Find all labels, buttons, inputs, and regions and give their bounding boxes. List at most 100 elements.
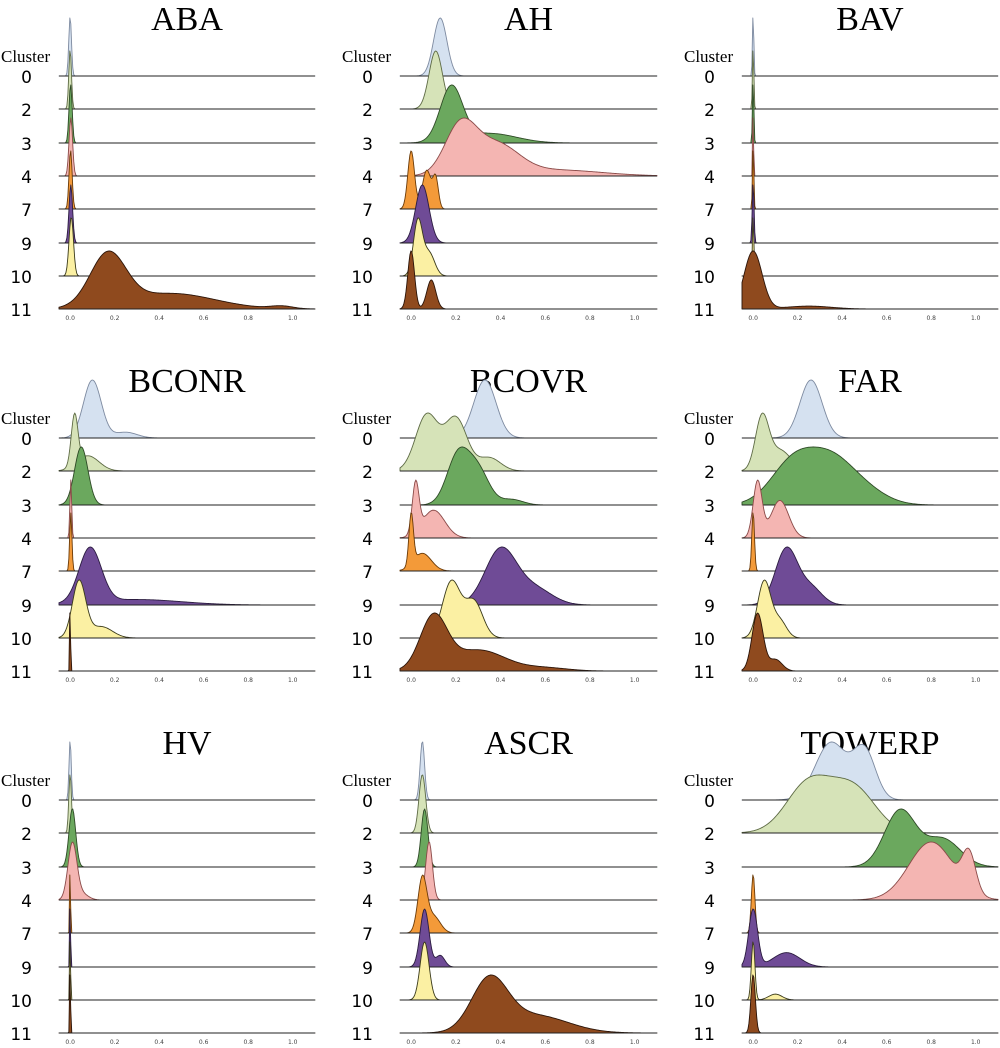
cluster-label-0: 0 xyxy=(704,68,715,88)
ridge-cluster-2 xyxy=(58,50,316,110)
ridge-cluster-11 xyxy=(399,974,658,1034)
ridge-cluster-10 xyxy=(399,941,658,1001)
cluster-header: Cluster xyxy=(342,409,391,428)
cluster-label-3: 3 xyxy=(704,859,715,879)
cluster-label-10: 10 xyxy=(693,268,715,288)
x-tick-label: 0.2 xyxy=(110,677,120,684)
cluster-label-7: 7 xyxy=(21,563,32,583)
x-tick-label: 0.6 xyxy=(882,677,892,684)
x-tick-label: 0.4 xyxy=(837,1039,847,1046)
cluster-label-7: 7 xyxy=(362,925,373,945)
panel-aba: ABA Cluster 0 2 3 4 7 9 10 11 0.0 0.2 0.4 0.6 0.8 1.0 xyxy=(1,1,316,322)
x-tick-label: 0.2 xyxy=(793,315,803,322)
ridge-cluster-11 xyxy=(399,250,658,310)
x-tick-label: 0.8 xyxy=(585,1039,595,1046)
cluster-header: Cluster xyxy=(342,47,391,66)
cluster-label-0: 0 xyxy=(21,430,32,450)
cluster-label-9: 9 xyxy=(704,597,715,617)
x-tick-label: 0.0 xyxy=(748,1039,758,1046)
ridge-cluster-7 xyxy=(58,150,316,210)
ridge-cluster-2 xyxy=(58,774,316,834)
cluster-label-7: 7 xyxy=(704,201,715,221)
ridge-cluster-2 xyxy=(399,50,658,110)
cluster-label-10: 10 xyxy=(693,630,715,650)
panel-title: BAV xyxy=(836,1,904,38)
ridge-cluster-9 xyxy=(399,908,658,968)
cluster-label-10: 10 xyxy=(351,630,373,650)
x-tick-label: 0.2 xyxy=(110,315,120,322)
cluster-header: Cluster xyxy=(684,409,733,428)
x-tick-label: 0.8 xyxy=(926,315,936,322)
ridge-cluster-10 xyxy=(741,941,999,1001)
ridge-cluster-9 xyxy=(399,546,658,606)
cluster-label-2: 2 xyxy=(362,825,373,845)
cluster-label-11: 11 xyxy=(693,301,715,321)
cluster-label-9: 9 xyxy=(362,597,373,617)
ridge-cluster-4 xyxy=(399,117,658,177)
ridge-cluster-3 xyxy=(58,84,316,144)
x-tick-label: 0.8 xyxy=(243,677,253,684)
cluster-label-7: 7 xyxy=(21,201,32,221)
cluster-label-2: 2 xyxy=(21,463,32,483)
ridge-cluster-4 xyxy=(58,117,316,177)
panel-title: ABA xyxy=(151,1,223,38)
cluster-label-2: 2 xyxy=(21,825,32,845)
x-tick-label: 0.4 xyxy=(154,315,164,322)
cluster-header: Cluster xyxy=(684,47,733,66)
cluster-label-3: 3 xyxy=(21,135,32,155)
panel-title: HV xyxy=(162,725,212,762)
cluster-label-0: 0 xyxy=(704,430,715,450)
cluster-label-10: 10 xyxy=(10,992,32,1012)
x-tick-label: 0.0 xyxy=(748,677,758,684)
ridge-cluster-11 xyxy=(399,612,658,672)
ridge-cluster-9 xyxy=(741,184,999,244)
cluster-label-11: 11 xyxy=(10,663,32,683)
panel-far: FAR Cluster 0 2 3 4 7 9 10 11 0.0 0.2 0.4 0.6 0.8 1.0 xyxy=(684,363,999,684)
ridge-cluster-10 xyxy=(58,941,316,1001)
panel-bav: BAV Cluster 0 2 3 4 7 9 10 11 0.0 0.2 0.4 0.6 0.8 1.0 xyxy=(684,1,999,322)
cluster-label-3: 3 xyxy=(704,497,715,517)
ridge-cluster-4 xyxy=(58,479,316,539)
x-tick-label: 1.0 xyxy=(971,1039,981,1046)
cluster-label-9: 9 xyxy=(362,959,373,979)
cluster-label-0: 0 xyxy=(21,792,32,812)
x-tick-label: 0.6 xyxy=(540,677,550,684)
panel-hv: HV Cluster 0 2 3 4 7 9 10 11 0.0 0.2 0.4 0.6 0.8 1.0 xyxy=(1,725,316,1046)
cluster-label-7: 7 xyxy=(704,925,715,945)
x-tick-label: 1.0 xyxy=(971,677,981,684)
x-tick-label: 0.4 xyxy=(496,315,506,322)
x-tick-label: 0.6 xyxy=(882,1039,892,1046)
x-tick-label: 1.0 xyxy=(288,1039,298,1046)
x-tick-label: 0.0 xyxy=(65,677,75,684)
cluster-label-4: 4 xyxy=(21,168,32,188)
x-tick-label: 0.8 xyxy=(243,1039,253,1046)
cluster-label-9: 9 xyxy=(704,959,715,979)
x-tick-label: 0.6 xyxy=(540,1039,550,1046)
cluster-label-10: 10 xyxy=(693,992,715,1012)
ridge-cluster-7 xyxy=(741,150,999,210)
cluster-label-3: 3 xyxy=(362,135,373,155)
ridge-cluster-7 xyxy=(399,874,658,934)
cluster-label-2: 2 xyxy=(704,463,715,483)
cluster-label-10: 10 xyxy=(351,992,373,1012)
x-tick-label: 0.0 xyxy=(65,1039,75,1046)
cluster-label-4: 4 xyxy=(362,168,373,188)
panel-ah: AH Cluster 0 2 3 4 7 9 10 11 0.0 0.2 0.4 0.6 0.8 1.0 xyxy=(342,1,658,322)
x-tick-label: 0.6 xyxy=(199,1039,209,1046)
x-tick-label: 0.4 xyxy=(154,677,164,684)
x-tick-label: 0.4 xyxy=(496,677,506,684)
cluster-label-4: 4 xyxy=(362,892,373,912)
ridge-cluster-3 xyxy=(741,84,999,144)
cluster-header: Cluster xyxy=(1,47,50,66)
x-tick-label: 1.0 xyxy=(288,677,298,684)
cluster-label-11: 11 xyxy=(693,663,715,683)
x-tick-label: 0.6 xyxy=(199,677,209,684)
panel-bconr: BCONR Cluster 0 2 3 4 7 9 10 11 0.0 0.2 0.4 0.6 0.8 1.0 xyxy=(1,363,316,684)
ridge-cluster-10 xyxy=(741,217,999,277)
x-tick-label: 0.2 xyxy=(451,315,461,322)
x-tick-label: 0.2 xyxy=(793,677,803,684)
ridge-cluster-4 xyxy=(399,841,658,901)
cluster-header: Cluster xyxy=(342,771,391,790)
cluster-label-11: 11 xyxy=(351,663,373,683)
